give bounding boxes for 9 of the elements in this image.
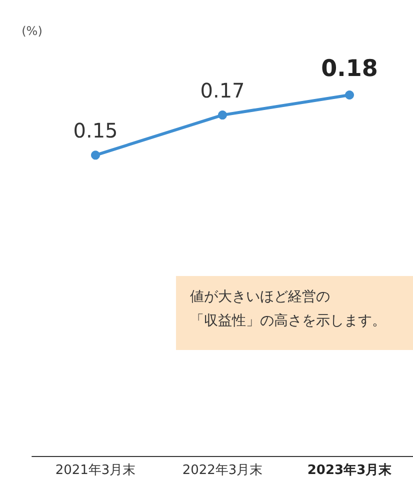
text: 「収益性」の高さを示します。	[190, 313, 386, 329]
y-axis-title: (%)	[22, 24, 42, 38]
x-tick-label: 2021年3月末	[55, 463, 136, 478]
data-label: 0.15	[73, 118, 118, 143]
x-tick-label: 2022年3月末	[182, 463, 263, 478]
x-tick-label: 2023年3月末	[307, 463, 393, 478]
data-label: 0.17	[200, 78, 245, 103]
data-label: 0.18	[321, 56, 378, 82]
text: 値が大きいほど経営の	[190, 289, 330, 305]
